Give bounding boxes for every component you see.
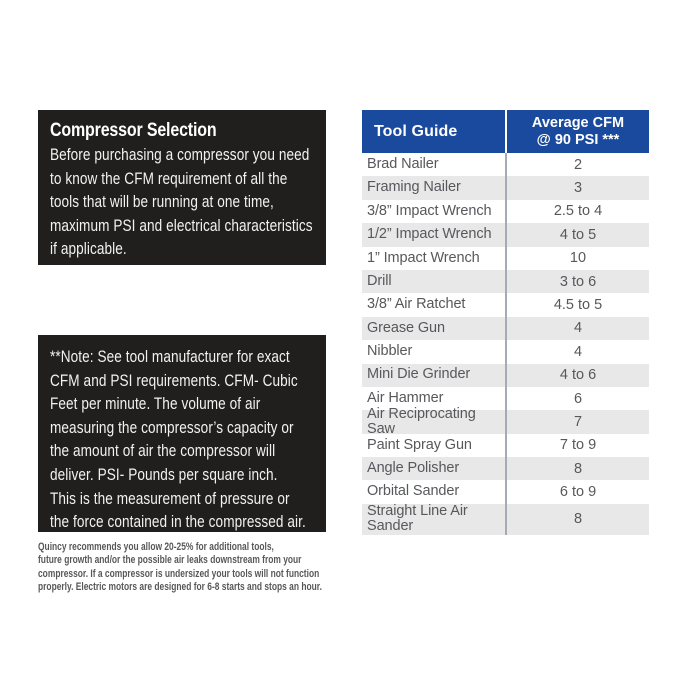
table-row: 1/2” Impact Wrench 4 to 5: [362, 223, 649, 247]
table-row: Nibbler 4: [362, 340, 649, 364]
cfm-value-cell: 3: [505, 176, 649, 200]
tool-name-cell: Air Reciprocating Saw: [367, 405, 476, 437]
cfm-value-cell: 4 to 6: [505, 363, 649, 387]
compressor-selection-title: Compressor Selection: [50, 119, 217, 141]
table-row: Angle Polisher 8: [362, 457, 649, 481]
text-line: measuring the compressor’s capacity or: [50, 417, 294, 437]
table-row: 3/8” Impact Wrench 2.5 to 4: [362, 199, 649, 224]
text-line: deliver. PSI- Pounds per square inch.: [50, 464, 278, 484]
cfm-value-cell: 2.5 to 4: [505, 199, 649, 224]
table-row: 3/8” Air Ratchet 4.5 to 5: [362, 293, 649, 317]
text-line: if applicable.: [50, 239, 127, 259]
table-row: Drill 3 to 6: [362, 269, 649, 294]
cfm-value-cell: 7 to 9: [505, 433, 649, 458]
tool-name-cell: Air Hammer: [367, 389, 444, 406]
table-body: Brad Nailer 2 Framing Nailer 3 3/8” Impa…: [362, 153, 649, 535]
cfm-value-cell: 6 to 9: [505, 480, 649, 504]
text-line: the force contained in the compressed ai…: [50, 512, 306, 532]
text-line: This is the measurement of pressure or: [50, 488, 290, 508]
table-row: Paint Spray Gun 7 to 9: [362, 433, 649, 458]
table-row: Straight Line Air Sander 8: [362, 502, 649, 535]
header-cell-tool-guide: Tool Guide: [374, 122, 458, 140]
cfm-value-cell: 10: [505, 246, 649, 270]
text-line: future growth and/or the possible air le…: [38, 554, 302, 567]
tool-name-cell: Straight Line Air Sander: [367, 502, 468, 535]
table-header: Tool Guide Average CFM @ 90 PSI ***: [362, 110, 649, 153]
cfm-value-cell: 8: [505, 503, 649, 535]
table-row: Orbital Sander 6 to 9: [362, 480, 649, 504]
text-line: the amount of air the compressor will: [50, 441, 276, 461]
cfm-value-cell: 6: [505, 386, 649, 411]
tool-name-cell: 1/2” Impact Wrench: [367, 226, 492, 243]
text-line: Before purchasing a compressor you need: [50, 145, 310, 164]
tool-name-cell: 1” Impact Wrench: [367, 249, 480, 266]
tool-name-cell: Framing Nailer: [367, 179, 461, 196]
cfm-value-cell: 3 to 6: [505, 269, 649, 294]
table-row: Framing Nailer 3: [362, 176, 649, 200]
tool-name-cell: 3/8” Air Ratchet: [367, 296, 466, 313]
text-line: CFM and PSI requirements. CFM- Cubic: [50, 370, 298, 390]
header-cell-average-cfm: Average CFM @ 90 PSI ***: [507, 110, 649, 153]
cfm-value-cell: 4 to 5: [505, 223, 649, 247]
cfm-value-cell: 4: [505, 316, 649, 341]
tool-name-cell: Angle Polisher: [367, 460, 460, 477]
tool-guide-table: Tool Guide Average CFM @ 90 PSI *** Brad …: [362, 110, 649, 535]
text-line: Feet per minute. The volume of air: [50, 394, 261, 414]
cfm-value-cell: 4.5 to 5: [505, 293, 649, 317]
table-row: Mini Die Grinder 4 to 6: [362, 363, 649, 387]
cfm-value-cell: 8: [505, 457, 649, 481]
compressor-selection-body: Before purchasing a compressor you need t…: [50, 143, 313, 261]
text-line: compressor. If a compressor is undersize…: [38, 567, 320, 580]
table-row: 1” Impact Wrench 10: [362, 246, 649, 270]
header-column-divider: [505, 110, 507, 153]
tool-name-cell: Brad Nailer: [367, 155, 439, 172]
table-row: Grease Gun 4: [362, 316, 649, 341]
note-box: **Note: See tool manufacturer for exact C…: [38, 335, 326, 532]
text-line: **Note: See tool manufacturer for exact: [50, 347, 290, 366]
text-line: Average CFM: [531, 114, 625, 131]
text-line: properly. Electric motors are designed f…: [38, 581, 322, 594]
tool-name-cell: Nibbler: [367, 343, 413, 360]
text-line: to know the CFM requirement of all the: [50, 168, 288, 188]
cfm-value-cell: 7: [505, 410, 649, 434]
table-row: Air Hammer 6: [362, 386, 649, 411]
compressor-selection-box: Compressor Selection Before purchasing a…: [38, 110, 326, 265]
text-line: Quincy recommends you allow 20-25% for a…: [38, 541, 274, 553]
tool-name-cell: Orbital Sander: [367, 483, 460, 500]
text-line: maximum PSI and electrical characteristi…: [50, 215, 313, 235]
text-line: @ 90 PSI ***: [536, 131, 620, 148]
tool-name-cell: Drill: [367, 272, 392, 289]
tool-name-cell: 3/8” Impact Wrench: [367, 202, 492, 219]
fine-print: Quincy recommends you allow 20-25% for a…: [38, 541, 322, 595]
text-line: tools that will be running at one time,: [50, 192, 274, 212]
cfm-value-cell: 2: [505, 153, 649, 177]
tool-name-cell: Mini Die Grinder: [367, 366, 471, 383]
table-row: Brad Nailer 2: [362, 153, 649, 177]
tool-name-cell: Paint Spray Gun: [367, 436, 472, 453]
cfm-value-cell: 4: [505, 340, 649, 364]
note-box-body: **Note: See tool manufacturer for exact C…: [50, 345, 306, 534]
table-row: Air Reciprocating Saw 7: [362, 405, 649, 437]
tool-name-cell: Grease Gun: [367, 319, 445, 336]
